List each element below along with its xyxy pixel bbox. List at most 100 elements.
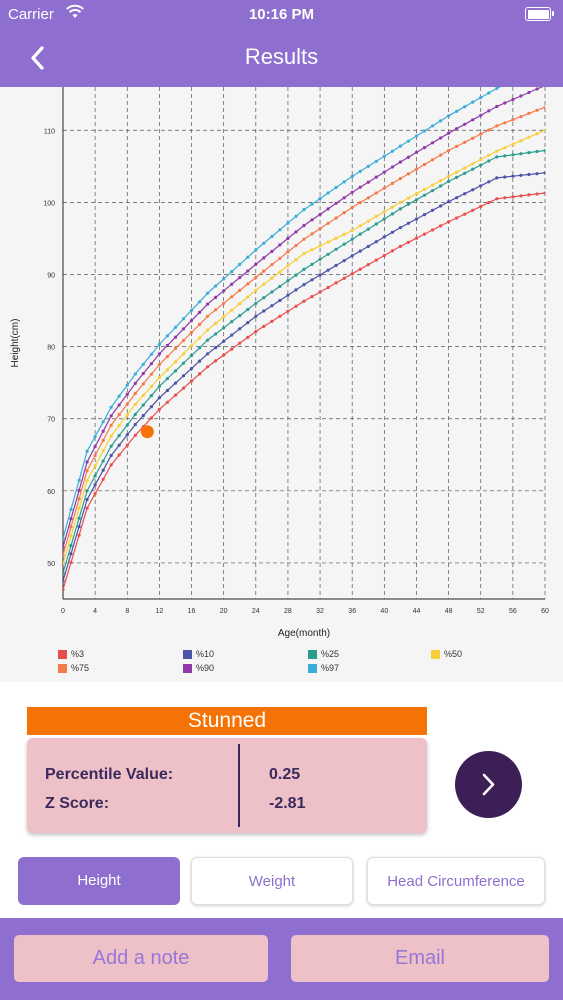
x-tick-label: 44 — [413, 608, 421, 615]
series-point — [447, 220, 451, 224]
series-point — [422, 162, 427, 167]
series-point — [109, 463, 113, 467]
back-button[interactable] — [22, 40, 58, 76]
tab-height[interactable]: Height — [18, 857, 180, 905]
x-tick-label: 12 — [156, 608, 164, 615]
series-point — [535, 132, 539, 136]
series-point — [422, 129, 427, 133]
series-point — [535, 87, 539, 91]
series-point — [342, 276, 346, 280]
series-point — [543, 148, 545, 153]
series-point — [246, 335, 250, 339]
series-point — [503, 121, 507, 125]
series-point — [189, 353, 194, 358]
series-point — [133, 402, 137, 406]
series-point — [527, 135, 531, 139]
series-point — [101, 468, 105, 472]
legend-item: %25 — [308, 649, 339, 659]
series-point — [487, 153, 491, 157]
series-point — [109, 444, 113, 448]
series-point — [334, 216, 338, 220]
series-point — [350, 237, 354, 241]
series-point — [471, 208, 475, 212]
growth-chart: 0 4 8 12 16 20 24 28 32 36 40 44 48 52 56 60 50 60 70 80 90 1… — [0, 87, 563, 682]
series-point — [254, 288, 258, 292]
legend-swatch — [431, 649, 440, 659]
series-point — [222, 353, 226, 357]
series-point — [487, 128, 491, 132]
series-point — [101, 459, 105, 463]
y-tick-label: 50 — [47, 561, 55, 568]
series-point — [334, 281, 338, 285]
series-point — [479, 184, 483, 188]
growth-chart-svg: 0 4 8 12 16 20 24 28 32 36 40 44 48 52 56 6050607080901… — [10, 87, 549, 639]
series-point — [246, 295, 250, 299]
y-tick-label: 100 — [43, 200, 55, 207]
x-tick-label: 60 — [541, 608, 549, 615]
series-point — [495, 104, 499, 109]
tab-head-circumference[interactable]: Head Circumference — [367, 857, 545, 905]
series-point — [254, 314, 258, 318]
series-point — [63, 553, 65, 557]
legend-swatch — [183, 649, 192, 659]
series-point — [455, 144, 459, 148]
series-point — [390, 181, 394, 185]
y-tick-label: 90 — [47, 272, 55, 279]
series-point — [125, 392, 129, 396]
series-point — [198, 300, 202, 304]
legend-label: %97 — [321, 663, 340, 673]
series-point — [109, 434, 113, 438]
series-point — [149, 405, 153, 409]
series-point — [447, 179, 451, 184]
legend-item: %10 — [183, 649, 214, 659]
series-point — [374, 191, 378, 195]
series-point — [117, 403, 121, 407]
tab-weight[interactable]: Weight — [191, 857, 353, 905]
series-point — [286, 236, 290, 240]
series-point — [463, 212, 467, 216]
series-point — [173, 325, 178, 329]
patient-marker — [140, 425, 154, 439]
series-point — [519, 115, 523, 119]
series-point — [527, 193, 531, 197]
series-point — [439, 184, 443, 188]
series-point — [414, 236, 419, 240]
series-point — [326, 268, 330, 272]
email-button[interactable]: Email — [291, 935, 549, 982]
series-point — [262, 269, 266, 273]
legend-item: %90 — [183, 663, 214, 673]
series-point — [422, 193, 427, 197]
series-point — [254, 248, 258, 252]
series-point — [326, 252, 330, 256]
series-point — [125, 402, 129, 406]
series-point — [471, 100, 475, 104]
add-note-button[interactable]: Add a note — [14, 935, 268, 982]
x-tick-label: 24 — [252, 608, 260, 615]
series-point — [69, 552, 73, 556]
x-tick-label: 40 — [380, 608, 388, 615]
next-button[interactable] — [455, 751, 522, 818]
series-point — [69, 544, 73, 548]
series-point — [133, 433, 137, 437]
legend-item: %97 — [308, 663, 339, 673]
series-point — [270, 276, 274, 280]
series-point — [101, 477, 105, 481]
series-point — [206, 365, 210, 369]
series-point — [358, 201, 362, 205]
series-point — [390, 212, 394, 216]
series-point — [77, 533, 81, 537]
series-point — [149, 384, 153, 389]
series-point — [173, 381, 178, 385]
series-point — [238, 341, 242, 345]
series-point — [455, 109, 459, 113]
series-point — [77, 497, 81, 501]
series-point — [262, 256, 266, 260]
series-point — [238, 314, 242, 318]
series-point — [149, 362, 153, 366]
series-point — [77, 525, 81, 529]
x-tick-label: 48 — [445, 608, 453, 615]
series-point — [125, 433, 129, 437]
series-point — [141, 414, 145, 418]
series-point — [165, 334, 169, 338]
series-point — [181, 338, 186, 343]
